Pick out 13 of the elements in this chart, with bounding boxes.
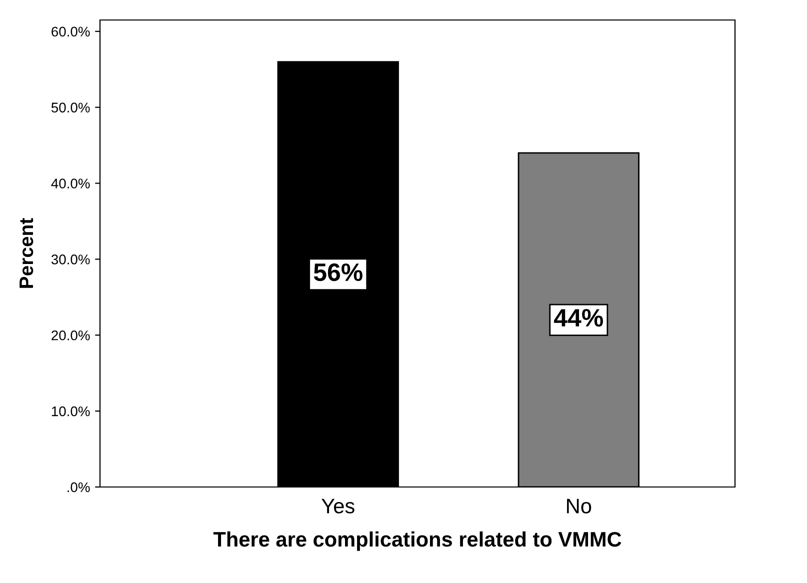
- y-tick-label: 40.0%: [51, 178, 90, 188]
- y-tick-label: 10.0%: [52, 406, 90, 416]
- y-tick-label: .0%: [68, 482, 90, 492]
- x-tick-label: Yes: [322, 498, 354, 514]
- y-tick-label: 30.0%: [51, 254, 90, 264]
- y-tick-label: 50.0%: [51, 102, 90, 112]
- y-tick-label: 60.0%: [52, 26, 90, 37]
- data-label: 44%: [554, 309, 604, 327]
- x-tick-label: No: [567, 498, 592, 514]
- y-tick-label: 20.0%: [52, 330, 90, 340]
- x-axis-title: There are complications related to VMMC: [213, 531, 622, 551]
- data-label: 56%: [314, 263, 362, 282]
- y-axis-title: Percent: [20, 218, 34, 288]
